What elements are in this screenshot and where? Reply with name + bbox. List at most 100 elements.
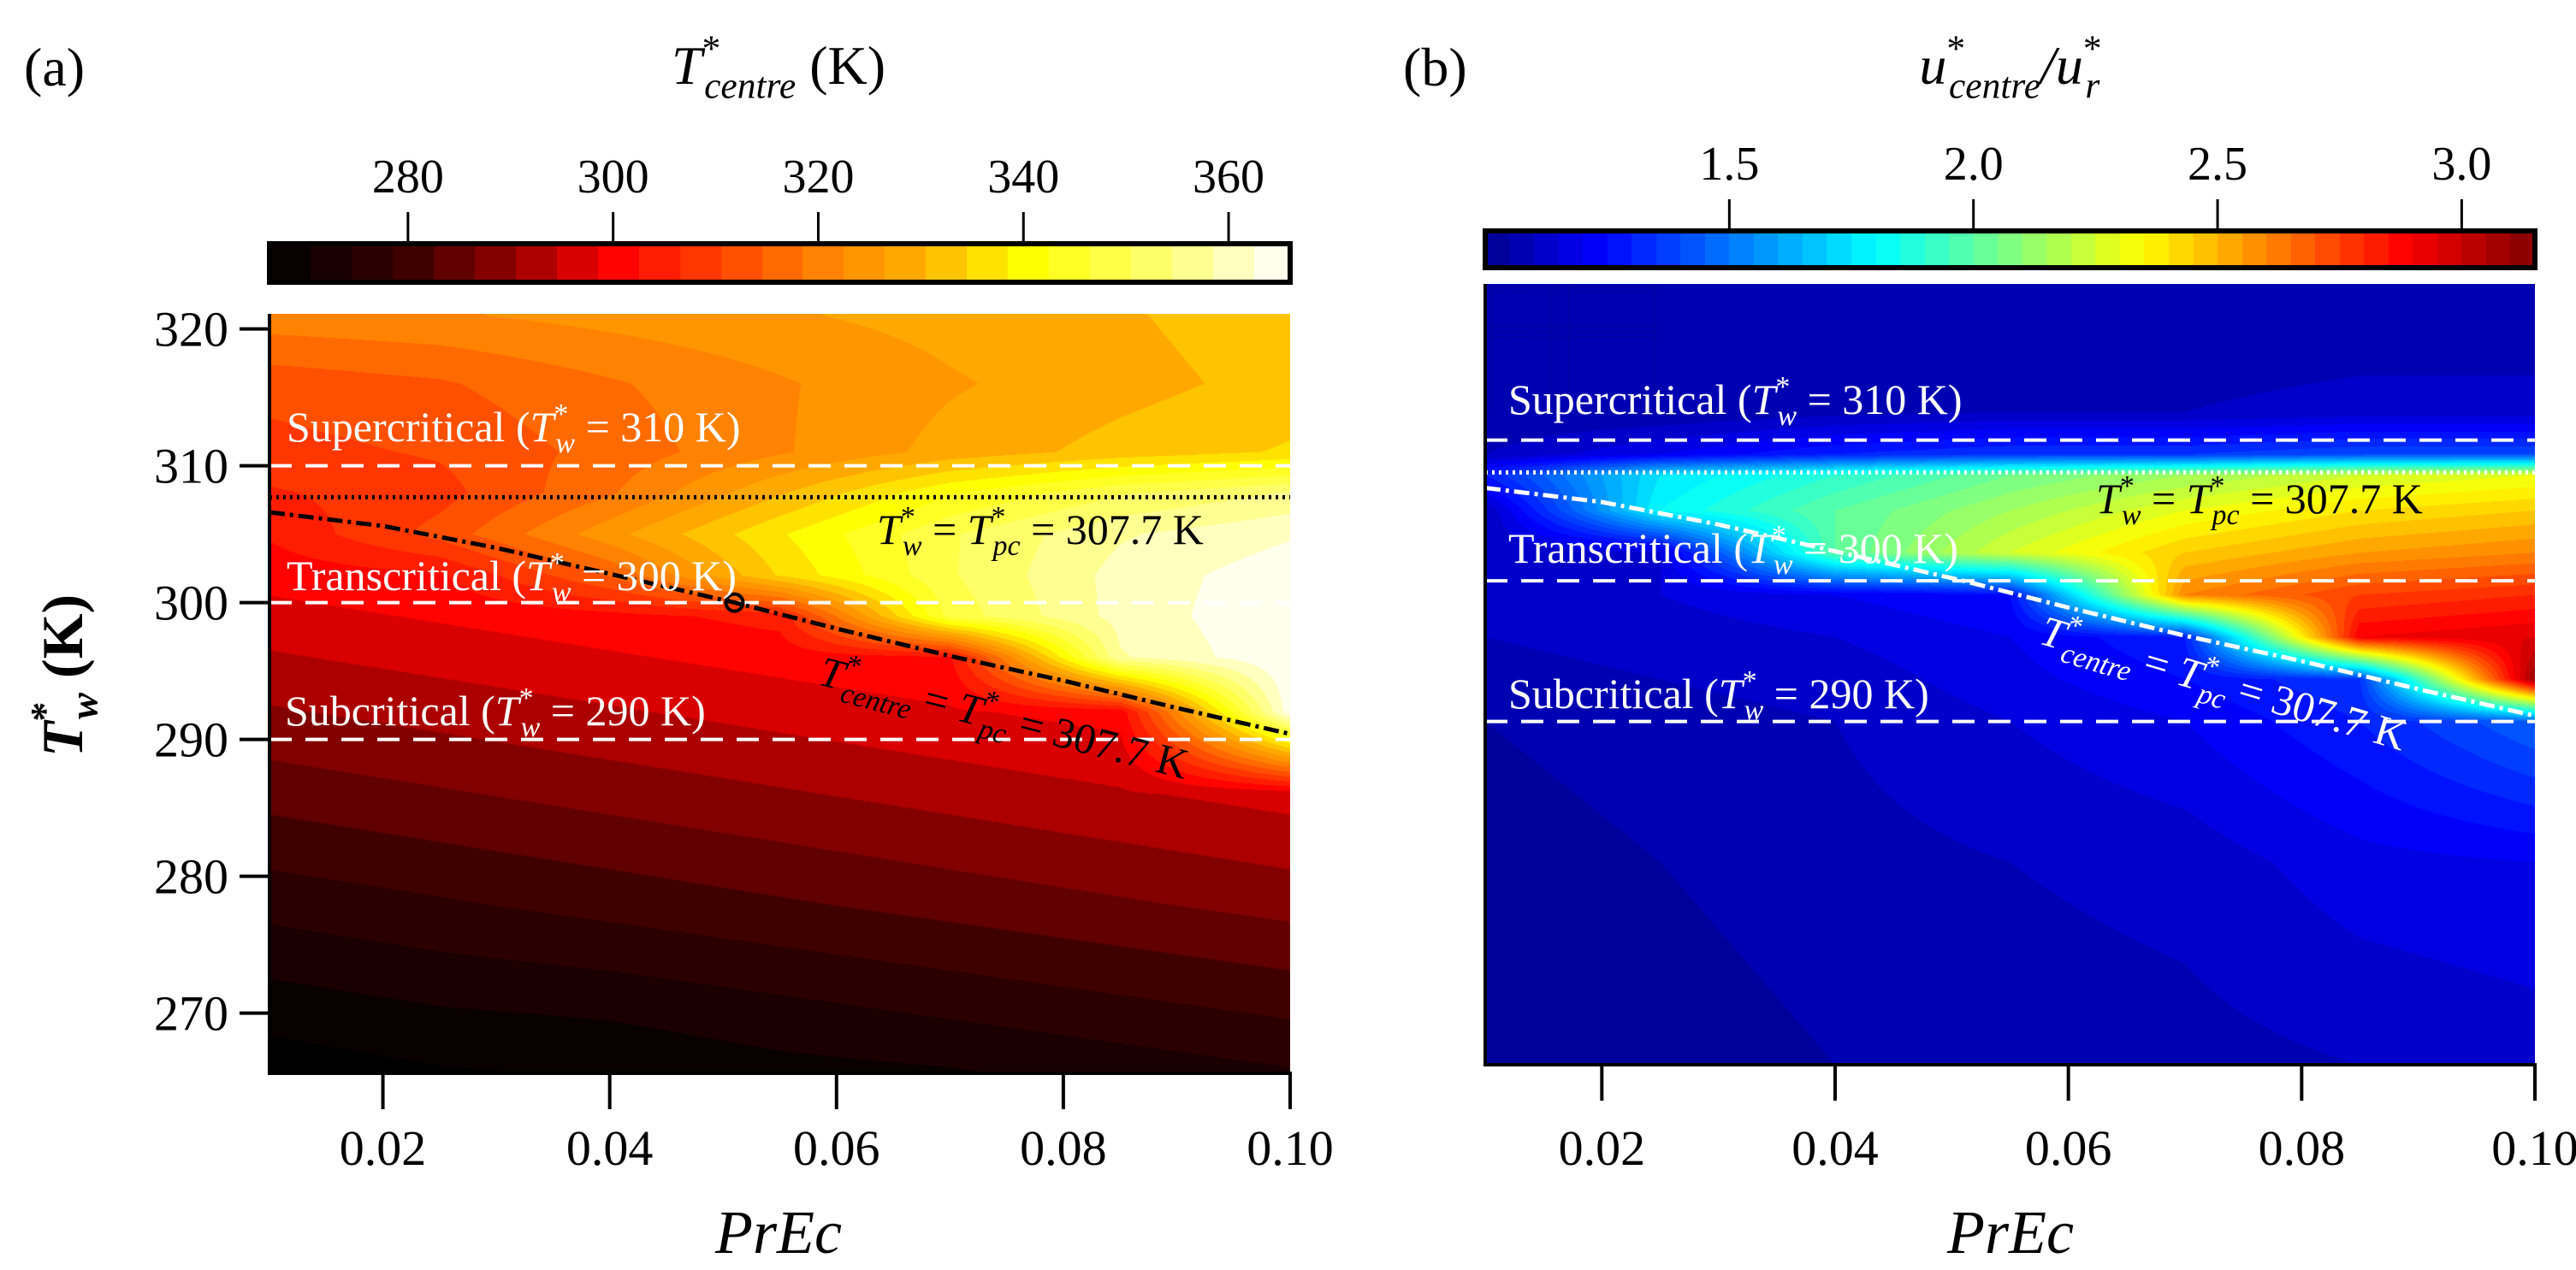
colorbar-title: u* centre/u* r bbox=[1919, 28, 2101, 107]
text-part: T bbox=[2096, 475, 2123, 523]
colorbar-gradient-b bbox=[1485, 231, 2535, 268]
text-part: centre bbox=[2058, 637, 2135, 688]
text-part: = 307.7 K bbox=[2240, 475, 2423, 523]
text-part: T bbox=[1752, 375, 1779, 423]
colorbar-tick-label: 320 bbox=[782, 151, 854, 204]
colorbar-tick-label: 360 bbox=[1193, 151, 1264, 204]
text-part: = 290 K) bbox=[540, 687, 705, 735]
text-part: T bbox=[672, 35, 706, 96]
x-tick-label: 0.04 bbox=[566, 1120, 654, 1176]
colorbar-gradient-a bbox=[269, 244, 1290, 282]
subcritical-label: Subcritical (T* w = 290 K) bbox=[1508, 665, 1929, 726]
colorbar-title: T* centre (K) bbox=[672, 28, 885, 107]
text-part: * bbox=[901, 501, 915, 533]
text-part: r bbox=[2085, 66, 2100, 107]
transcritical-label: Transcritical (T* w = 300 K) bbox=[287, 547, 737, 608]
subcritical-label: Subcritical (T* w = 290 K) bbox=[285, 682, 706, 743]
text-part: * bbox=[1946, 28, 1965, 69]
text-part: Supercritical ( bbox=[1508, 375, 1752, 423]
colorbar-tick-label: 1.5 bbox=[1699, 138, 1759, 191]
text-part: = 310 K) bbox=[575, 403, 740, 451]
text-part: w bbox=[1744, 694, 1764, 726]
text-part: pc bbox=[992, 530, 1021, 562]
text-part: w bbox=[555, 428, 575, 459]
x-tick-label: 0.10 bbox=[2491, 1120, 2576, 1176]
text-part: centre bbox=[704, 66, 796, 107]
y-tick-label: 320 bbox=[154, 302, 228, 357]
text-part: * bbox=[1743, 665, 1757, 697]
text-part: w bbox=[903, 530, 922, 562]
text-part: w bbox=[521, 712, 541, 743]
text-part: Subcritical ( bbox=[285, 687, 495, 735]
x-tick-label: 0.06 bbox=[2025, 1120, 2112, 1176]
text-part: T bbox=[1748, 524, 1774, 572]
text-part: w bbox=[552, 576, 571, 608]
text-part: u bbox=[1919, 35, 1946, 96]
pseudocritical-wall-label: T* w = T* pc = 307.7 K bbox=[877, 501, 1204, 562]
text-part: w bbox=[1774, 549, 1793, 581]
pseudocritical-centre-label: T*centre = T*pc = 307.7 K bbox=[2033, 602, 2413, 768]
y-axis-label: T*w (K) bbox=[22, 594, 105, 757]
text-part: * bbox=[702, 28, 721, 69]
transcritical-marker bbox=[724, 592, 745, 613]
colorbar-tick-label: 300 bbox=[577, 151, 649, 204]
text-part: * bbox=[1772, 520, 1786, 552]
text-part: w bbox=[2122, 499, 2141, 531]
text-part: * bbox=[1775, 371, 1790, 403]
text-part: T bbox=[1719, 670, 1745, 718]
x-tick-label: 0.10 bbox=[1247, 1120, 1334, 1176]
text-part: * bbox=[550, 547, 565, 579]
text-part: T bbox=[495, 687, 522, 735]
text-part: Subcritical ( bbox=[1508, 670, 1719, 718]
x-axis-label: PrEc bbox=[1946, 1198, 2074, 1267]
text-part: (K) bbox=[796, 35, 885, 96]
text-part: * bbox=[2083, 28, 2102, 69]
colorbar-frame bbox=[1483, 228, 2538, 270]
text-part: = bbox=[922, 505, 968, 553]
x-tick-label: 0.08 bbox=[1020, 1120, 1107, 1176]
colorbar-tick-label: 2.0 bbox=[1944, 138, 2004, 191]
centre-pseudocritical-curve bbox=[1484, 486, 2536, 718]
text-part: = 310 K) bbox=[1797, 375, 1962, 423]
text-part: T bbox=[530, 403, 557, 451]
x-axis-label: PrEc bbox=[714, 1198, 842, 1267]
colorbar-tick-label: 2.5 bbox=[2188, 138, 2247, 191]
text-part: (K) bbox=[30, 594, 95, 693]
x-tick-label: 0.02 bbox=[340, 1120, 427, 1176]
x-tick-label: 0.02 bbox=[1559, 1120, 1646, 1176]
text-part: * bbox=[2211, 470, 2225, 502]
text-part: = bbox=[2141, 475, 2187, 523]
y-tick-label: 290 bbox=[154, 712, 228, 768]
text-part: * bbox=[554, 399, 568, 430]
text-part: * bbox=[2120, 470, 2135, 502]
text-part: T bbox=[2187, 475, 2213, 523]
supercritical-label: Supercritical (T* w = 310 K) bbox=[287, 399, 741, 459]
text-part: = 307.7 K bbox=[1021, 505, 1204, 553]
text-part: = 307.7 K bbox=[2223, 662, 2412, 760]
text-part: = 300 K) bbox=[1793, 524, 1958, 572]
panel-b-label: (b) bbox=[1403, 37, 1467, 97]
text-part: T bbox=[877, 505, 903, 553]
colorbar-frame bbox=[267, 241, 1293, 285]
text-part: * bbox=[519, 682, 534, 714]
x-tick-label: 0.08 bbox=[2259, 1120, 2346, 1176]
text-part: = 290 K) bbox=[1763, 670, 1928, 718]
text-part: w bbox=[62, 693, 106, 719]
text-part: T bbox=[526, 552, 553, 600]
centre-pseudocritical-curve bbox=[269, 510, 1291, 736]
pseudocritical-wall-label: T* w = T* pc = 307.7 K bbox=[2096, 470, 2423, 531]
text-part: w bbox=[1777, 400, 1797, 432]
transcritical-label: Transcritical (T* w = 300 K) bbox=[1508, 520, 1958, 581]
y-tick-label: 270 bbox=[154, 986, 228, 1042]
colorbar-tick-label: 3.0 bbox=[2431, 138, 2491, 191]
text-part: = 307.7 K bbox=[1004, 696, 1194, 789]
text-part: pc bbox=[2211, 499, 2240, 531]
text-part: T bbox=[968, 505, 994, 553]
colorbar-tick-label: 340 bbox=[987, 151, 1059, 204]
text-part: centre bbox=[838, 677, 915, 726]
y-tick-label: 280 bbox=[154, 849, 228, 905]
colorbar-tick-label: 280 bbox=[372, 151, 444, 204]
